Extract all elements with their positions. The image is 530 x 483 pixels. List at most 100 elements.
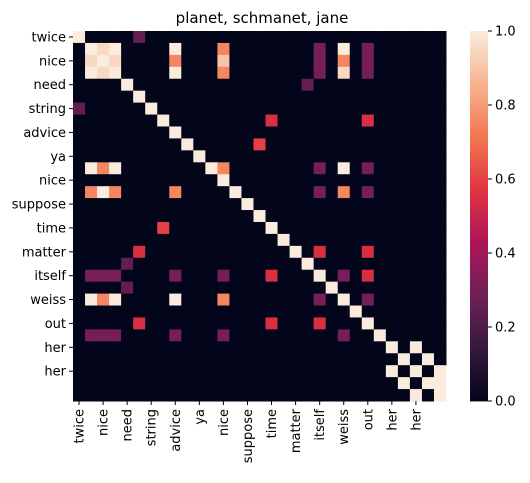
colorbar-segment xyxy=(470,206,488,211)
heatmap-cell xyxy=(409,317,423,330)
heatmap-cell xyxy=(277,269,291,283)
heatmap-cell xyxy=(193,162,206,175)
colorbar-segment xyxy=(470,225,488,229)
colorbar-tick-label: 0.0 xyxy=(495,395,516,410)
heatmap-cell xyxy=(325,293,339,307)
heatmap-cell xyxy=(325,138,339,151)
heatmap-cell xyxy=(217,78,230,92)
colorbar-segment xyxy=(470,296,488,300)
heatmap-cell xyxy=(169,198,182,211)
heatmap-cell xyxy=(193,293,206,307)
colorbar-segment xyxy=(470,89,488,94)
heatmap-cell xyxy=(169,341,182,354)
heatmap-cell xyxy=(265,210,279,223)
heatmap-cell xyxy=(73,66,86,80)
heatmap-cell xyxy=(217,389,230,402)
heatmap-cell xyxy=(97,54,110,68)
heatmap-cell xyxy=(325,114,339,127)
heatmap-cell xyxy=(277,138,291,151)
heatmap-cell xyxy=(193,365,206,378)
heatmap-cell xyxy=(409,31,423,44)
heatmap-cell xyxy=(289,317,303,330)
heatmap-cell xyxy=(373,78,387,92)
heatmap-cell xyxy=(349,150,363,163)
heatmap-cell xyxy=(253,126,267,139)
colorbar-segment xyxy=(470,283,488,288)
heatmap-cell xyxy=(349,317,363,330)
heatmap-cell xyxy=(217,102,230,116)
heatmap-cell xyxy=(181,150,194,163)
heatmap-cell xyxy=(157,138,170,151)
heatmap-cell xyxy=(217,162,230,175)
heatmap-cell xyxy=(85,269,98,283)
heatmap-cell xyxy=(133,114,146,127)
heatmap-cell xyxy=(169,281,182,295)
heatmap-cell xyxy=(325,150,339,163)
heatmap-cell xyxy=(433,114,447,127)
heatmap-cell xyxy=(421,269,435,283)
heatmap-cell xyxy=(397,245,411,259)
y-tick-label: time xyxy=(37,221,66,236)
colorbar-segment xyxy=(470,373,488,377)
heatmap-cell xyxy=(73,305,86,318)
heatmap-cell xyxy=(265,42,279,56)
heatmap-cell xyxy=(169,377,182,390)
heatmap-cell xyxy=(337,377,351,390)
heatmap-cell xyxy=(241,174,254,187)
heatmap-cell xyxy=(73,126,86,139)
heatmap-cell xyxy=(421,365,435,378)
heatmap-cell xyxy=(157,281,170,295)
heatmap-cell xyxy=(97,42,110,56)
heatmap-cell xyxy=(373,245,387,259)
heatmap-cell xyxy=(73,365,86,378)
heatmap-cell xyxy=(145,31,158,44)
heatmap-cell xyxy=(145,210,158,223)
heatmap-cell xyxy=(229,210,242,223)
heatmap-cell xyxy=(181,138,194,151)
heatmap-cell xyxy=(193,114,206,127)
heatmap-cell xyxy=(121,126,134,139)
heatmap-cell xyxy=(373,281,387,295)
heatmap-cell xyxy=(385,78,399,92)
heatmap-cell xyxy=(409,365,423,378)
heatmap-cell xyxy=(325,78,339,92)
heatmap-cell xyxy=(373,293,387,307)
heatmap-cell xyxy=(109,150,122,163)
heatmap-cell xyxy=(193,78,206,92)
heatmap-cell xyxy=(385,269,399,283)
heatmap-cell xyxy=(373,174,387,187)
heatmap-cell xyxy=(229,102,242,116)
heatmap-cell xyxy=(313,389,327,402)
heatmap-cell xyxy=(85,138,98,151)
heatmap-cell xyxy=(313,126,327,139)
heatmap-cell xyxy=(301,42,315,56)
heatmap-cell xyxy=(157,293,170,307)
heatmap-cell xyxy=(337,257,351,271)
colorbar-segment xyxy=(470,98,488,103)
heatmap-cell xyxy=(433,233,447,247)
colorbar-segment xyxy=(470,317,488,322)
heatmap-cell xyxy=(133,245,146,259)
heatmap-cell xyxy=(385,102,399,116)
heatmap-cell xyxy=(193,317,206,330)
heatmap-cell xyxy=(217,245,230,259)
heatmap-cell xyxy=(253,78,267,92)
heatmap-cell xyxy=(337,162,351,175)
heatmap-cell xyxy=(145,126,158,139)
heatmap-cell xyxy=(397,174,411,187)
heatmap-cell xyxy=(397,377,411,390)
heatmap-cell xyxy=(73,329,86,342)
heatmap-cell xyxy=(313,54,327,68)
heatmap-cell xyxy=(181,257,194,271)
heatmap-cell xyxy=(85,389,98,402)
heatmap-cell xyxy=(181,245,194,259)
heatmap-cell xyxy=(109,269,122,283)
heatmap-cell xyxy=(73,102,86,116)
heatmap-cell xyxy=(421,114,435,127)
heatmap-cell xyxy=(157,54,170,68)
heatmap-cell xyxy=(181,281,194,295)
heatmap-cell xyxy=(109,281,122,295)
heatmap-cell xyxy=(397,233,411,247)
heatmap-cell xyxy=(109,138,122,151)
heatmap-cell xyxy=(313,210,327,223)
